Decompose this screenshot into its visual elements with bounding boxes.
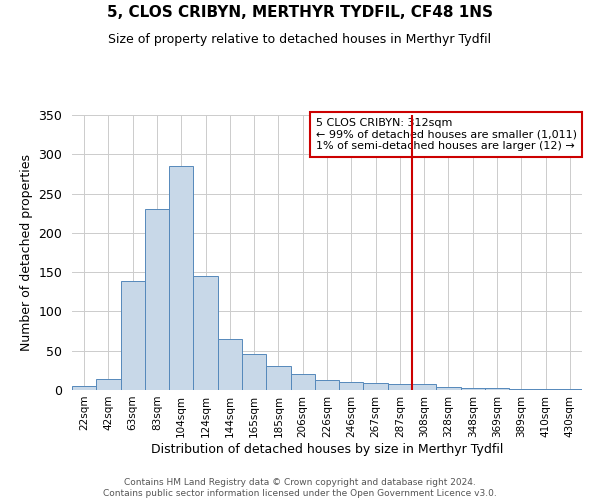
Bar bbox=[193, 276, 218, 390]
Bar bbox=[533, 389, 558, 390]
Bar bbox=[485, 388, 509, 390]
Bar bbox=[509, 389, 533, 390]
Text: Distribution of detached houses by size in Merthyr Tydfil: Distribution of detached houses by size … bbox=[151, 442, 503, 456]
Text: Size of property relative to detached houses in Merthyr Tydfil: Size of property relative to detached ho… bbox=[109, 32, 491, 46]
Bar bbox=[121, 281, 145, 390]
Bar bbox=[339, 382, 364, 390]
Bar bbox=[96, 379, 121, 390]
Bar bbox=[364, 383, 388, 390]
Bar bbox=[412, 384, 436, 390]
Bar bbox=[266, 366, 290, 390]
Text: 5, CLOS CRIBYN, MERTHYR TYDFIL, CF48 1NS: 5, CLOS CRIBYN, MERTHYR TYDFIL, CF48 1NS bbox=[107, 5, 493, 20]
Bar bbox=[558, 389, 582, 390]
Bar bbox=[461, 388, 485, 390]
Bar bbox=[315, 380, 339, 390]
Bar bbox=[436, 387, 461, 390]
Text: 5 CLOS CRIBYN: 312sqm
← 99% of detached houses are smaller (1,011)
1% of semi-de: 5 CLOS CRIBYN: 312sqm ← 99% of detached … bbox=[316, 118, 577, 151]
Text: Contains HM Land Registry data © Crown copyright and database right 2024.
Contai: Contains HM Land Registry data © Crown c… bbox=[103, 478, 497, 498]
Bar bbox=[242, 354, 266, 390]
Bar bbox=[218, 339, 242, 390]
Bar bbox=[388, 384, 412, 390]
Bar bbox=[169, 166, 193, 390]
Bar bbox=[145, 210, 169, 390]
Bar bbox=[72, 386, 96, 390]
Bar bbox=[290, 374, 315, 390]
Y-axis label: Number of detached properties: Number of detached properties bbox=[20, 154, 33, 351]
